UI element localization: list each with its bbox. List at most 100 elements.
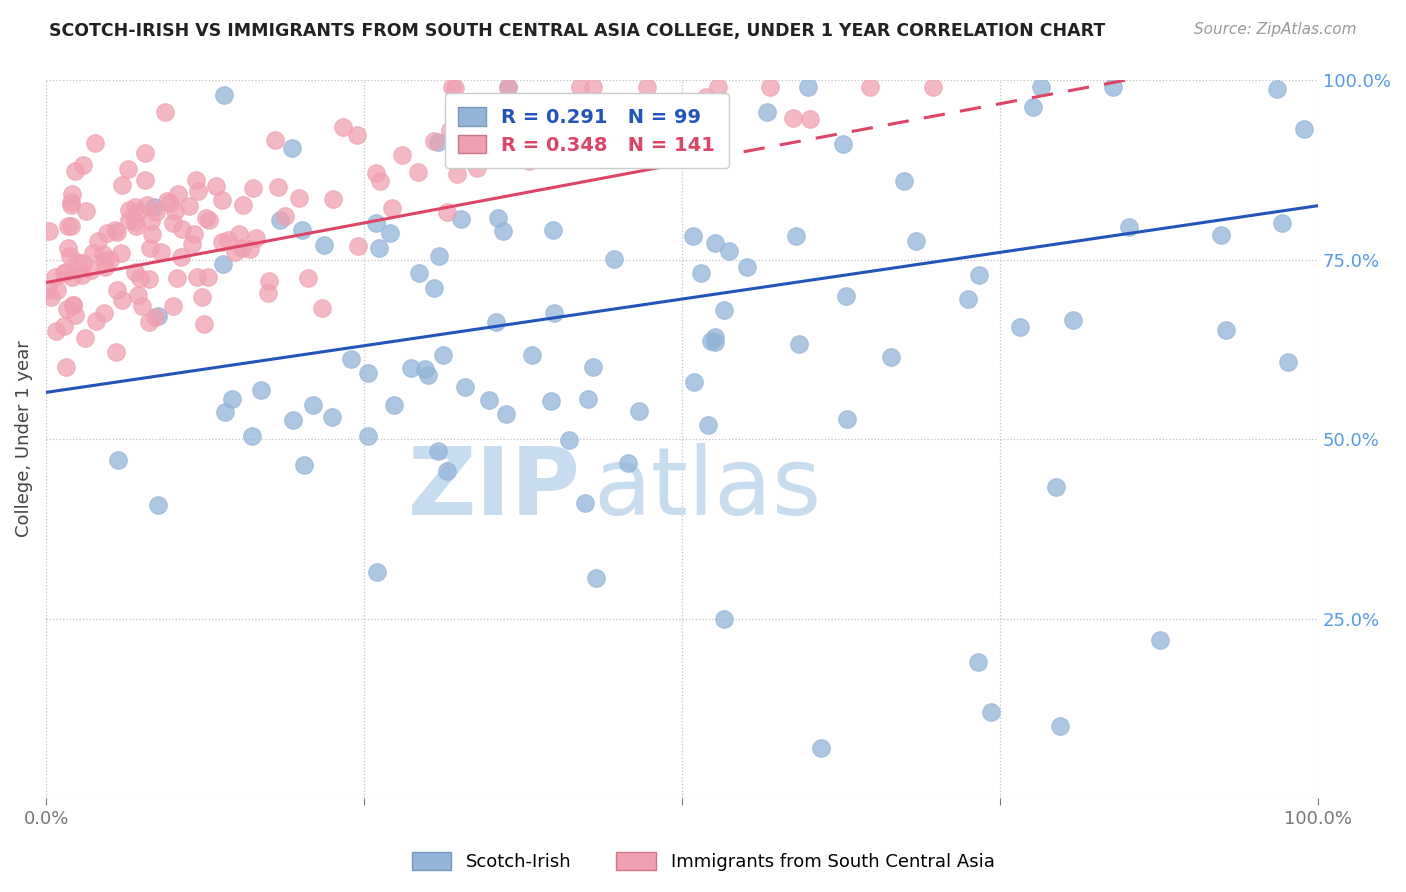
Point — [347, 239, 370, 253]
Point — [291, 222, 314, 236]
Legend: Scotch-Irish, Immigrants from South Central Asia: Scotch-Irish, Immigrants from South Cent… — [405, 846, 1001, 879]
Point — [859, 80, 882, 95]
Point — [214, 405, 236, 419]
Point — [368, 173, 391, 187]
Point — [183, 227, 205, 241]
Y-axis label: College, Under 1 year: College, Under 1 year — [15, 341, 32, 538]
Point — [576, 392, 599, 406]
Point — [211, 193, 233, 207]
Point — [690, 266, 713, 280]
Point — [149, 245, 172, 260]
Point — [541, 223, 564, 237]
Point — [60, 186, 83, 201]
Point — [96, 227, 118, 241]
Point — [37, 284, 59, 298]
Point — [141, 227, 163, 241]
Point — [1062, 313, 1084, 327]
Point — [110, 246, 132, 260]
Point — [142, 200, 165, 214]
Point — [55, 360, 77, 375]
Point — [436, 464, 458, 478]
Point — [242, 181, 264, 195]
Point — [184, 173, 207, 187]
Text: SCOTCH-IRISH VS IMMIGRANTS FROM SOUTH CENTRAL ASIA COLLEGE, UNDER 1 YEAR CORRELA: SCOTCH-IRISH VS IMMIGRANTS FROM SOUTH CE… — [49, 22, 1105, 40]
Point — [357, 367, 380, 381]
Point — [211, 258, 233, 272]
Point — [517, 153, 540, 168]
Point — [835, 289, 858, 303]
Point — [281, 413, 304, 427]
Point — [212, 87, 235, 102]
Point — [105, 345, 128, 359]
Point — [145, 204, 167, 219]
Point — [408, 266, 430, 280]
Point — [498, 80, 520, 95]
Point — [457, 125, 479, 139]
Point — [543, 306, 565, 320]
Point — [1292, 121, 1315, 136]
Point — [55, 265, 77, 279]
Point — [682, 229, 704, 244]
Point — [39, 290, 62, 304]
Point — [224, 244, 246, 259]
Point — [138, 316, 160, 330]
Point — [707, 80, 730, 95]
Point — [356, 429, 378, 443]
Point — [1215, 323, 1237, 337]
Point — [143, 310, 166, 324]
Point — [810, 740, 832, 755]
Point — [713, 612, 735, 626]
Point — [585, 570, 607, 584]
Legend: R = 0.291   N = 99, R = 0.348   N = 141: R = 0.291 N = 99, R = 0.348 N = 141 — [444, 94, 728, 169]
Point — [312, 237, 335, 252]
Point — [703, 335, 725, 350]
Point — [364, 166, 387, 180]
Point — [93, 260, 115, 275]
Point — [107, 452, 129, 467]
Point — [620, 120, 643, 134]
Point — [162, 216, 184, 230]
Point — [269, 213, 291, 227]
Point — [1010, 320, 1032, 334]
Point — [451, 148, 474, 162]
Point — [240, 429, 263, 443]
Point — [153, 105, 176, 120]
Point — [432, 348, 454, 362]
Point — [1211, 227, 1233, 242]
Point — [759, 80, 782, 95]
Point — [796, 80, 818, 95]
Point — [288, 191, 311, 205]
Point — [755, 105, 778, 120]
Point — [465, 161, 488, 176]
Point — [159, 195, 181, 210]
Point — [267, 180, 290, 194]
Point — [967, 268, 990, 282]
Point — [124, 200, 146, 214]
Point — [496, 80, 519, 95]
Point — [195, 211, 218, 225]
Point — [73, 331, 96, 345]
Point — [59, 198, 82, 212]
Point — [172, 222, 194, 236]
Point — [124, 265, 146, 279]
Text: Source: ZipAtlas.com: Source: ZipAtlas.com — [1194, 22, 1357, 37]
Point — [436, 205, 458, 219]
Point — [1265, 82, 1288, 96]
Point — [399, 361, 422, 376]
Point — [162, 300, 184, 314]
Point — [1102, 80, 1125, 95]
Point — [446, 167, 468, 181]
Point — [713, 303, 735, 318]
Point — [735, 260, 758, 275]
Point — [980, 705, 1002, 719]
Point — [62, 298, 84, 312]
Point — [170, 250, 193, 264]
Point — [66, 254, 89, 268]
Point — [789, 337, 811, 351]
Point — [454, 379, 477, 393]
Point — [1022, 100, 1045, 114]
Point — [118, 213, 141, 227]
Point — [129, 270, 152, 285]
Point — [259, 274, 281, 288]
Point — [180, 236, 202, 251]
